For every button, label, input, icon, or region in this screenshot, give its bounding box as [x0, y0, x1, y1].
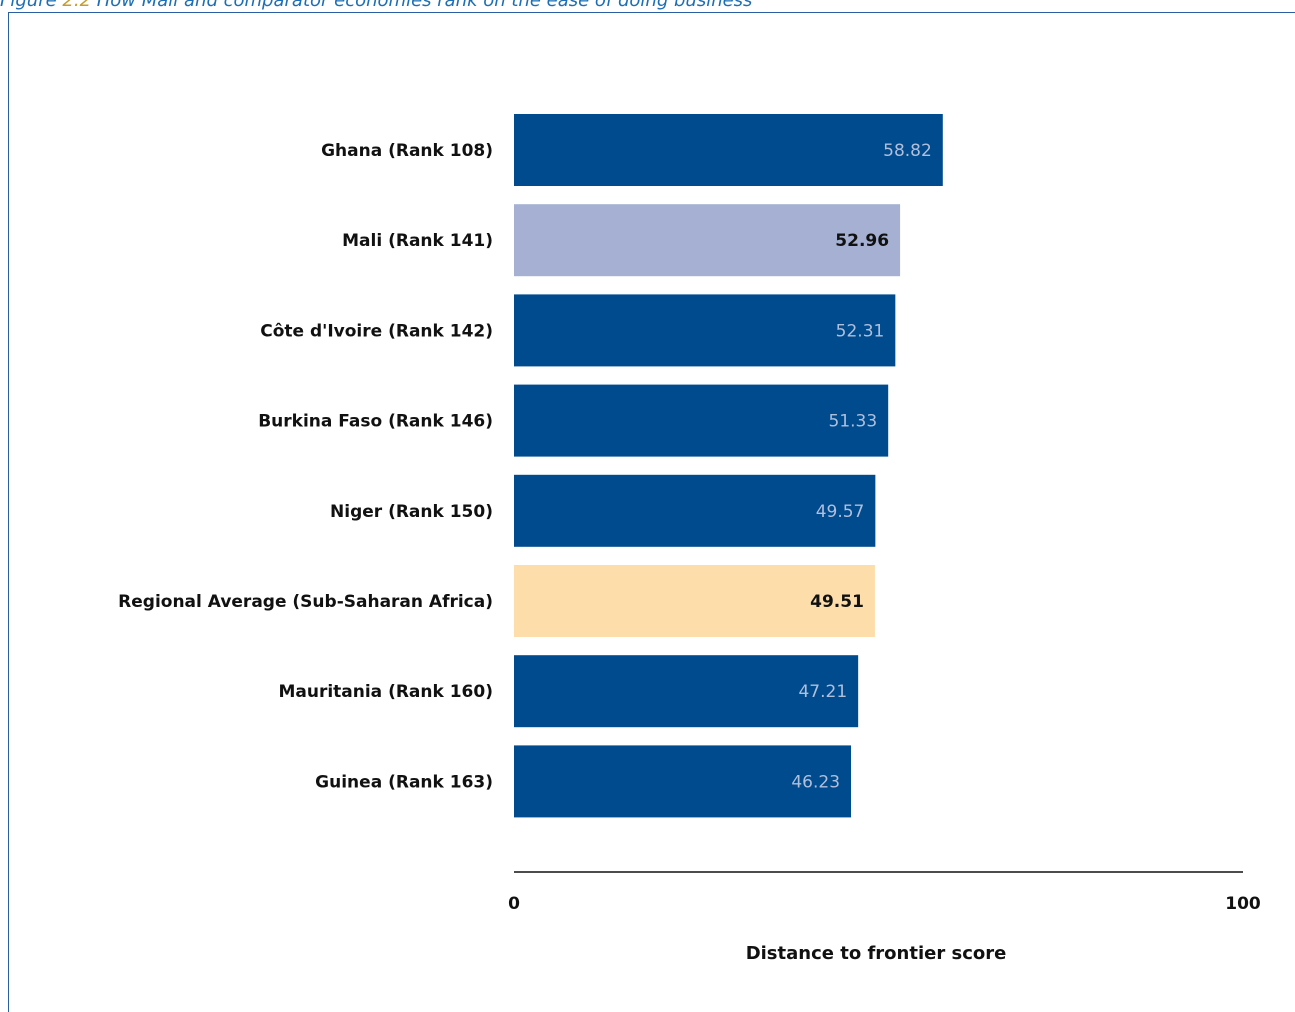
category-label: Burkina Faso (Rank 146): [258, 412, 493, 432]
x-tick-label-max: 100: [1225, 894, 1261, 914]
category-label: Mali (Rank 141): [342, 231, 493, 251]
value-label: 52.96: [835, 231, 889, 251]
category-label: Ghana (Rank 108): [321, 141, 493, 161]
category-label: Guinea (Rank 163): [315, 772, 493, 792]
bar: [514, 294, 896, 367]
x-tick-label-min: 0: [508, 894, 520, 914]
value-label: 46.23: [791, 772, 840, 792]
value-label: 49.51: [810, 592, 864, 612]
chart-frame: [8, 12, 1295, 1012]
value-label: 49.57: [816, 502, 865, 522]
value-label: 47.21: [798, 682, 847, 702]
bar: [514, 565, 875, 637]
bar: [514, 204, 901, 277]
category-label: Côte d'Ivoire (Rank 142): [260, 321, 493, 341]
value-label: 52.31: [836, 321, 885, 341]
figure-caption: Figure 2.2 How Mali and comparator econo…: [0, 0, 753, 11]
value-label: 51.33: [829, 412, 878, 432]
bar: [514, 114, 943, 186]
x-axis-title: Distance to frontier score: [746, 943, 1007, 964]
category-label: Mauritania (Rank 160): [278, 682, 493, 702]
bar: [514, 745, 852, 818]
bar: [514, 474, 876, 547]
bar: [514, 384, 889, 457]
value-label: 58.82: [883, 141, 932, 161]
category-label: Niger (Rank 150): [330, 502, 493, 522]
bar: [514, 655, 859, 728]
category-label: Regional Average (Sub-Saharan Africa): [118, 592, 493, 612]
